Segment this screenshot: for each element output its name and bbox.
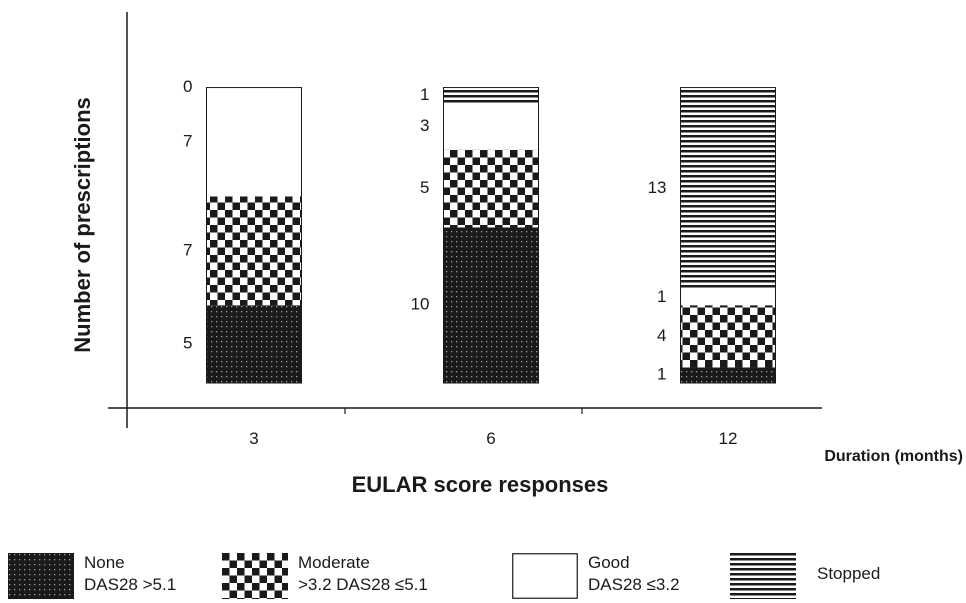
x-tick-label-6: 6 — [486, 429, 495, 448]
x-axis-title: EULAR score responses — [352, 472, 609, 497]
bar-segment-moderate-6 — [443, 149, 539, 228]
bar-segment-moderate-3 — [206, 196, 302, 306]
x-axis-duration-note: Duration (months) — [824, 448, 963, 465]
value-label-moderate-12: 4 — [657, 326, 666, 345]
bar-segment-moderate-12 — [680, 305, 776, 368]
value-label-stopped-6: 1 — [420, 85, 429, 104]
value-label-none-12: 1 — [657, 365, 666, 384]
legend-label-good: Good — [588, 553, 630, 572]
bar-segment-good-12 — [680, 289, 776, 306]
legend-swatch-checker — [222, 553, 288, 599]
legend-item-stopped: Stopped — [730, 552, 930, 602]
value-label-good-12: 1 — [657, 287, 666, 306]
legend-sublabel-none: DAS28 >5.1 — [84, 575, 177, 594]
value-label-none-3: 5 — [183, 334, 192, 353]
legend-swatch-white — [512, 553, 578, 599]
bar-outline-3 — [206, 87, 302, 384]
legend-label-none: None — [84, 553, 125, 572]
legend-item-good: Good DAS28 ≤3.2 — [512, 552, 712, 602]
bar-outline-12 — [680, 87, 776, 384]
value-label-stopped-12: 13 — [648, 178, 667, 197]
bar-segment-none-6 — [443, 227, 539, 383]
value-label-good-6: 3 — [420, 116, 429, 135]
x-tick-label-3: 3 — [249, 429, 258, 448]
bar-segment-good-3 — [206, 87, 302, 197]
legend-label-stopped: Stopped — [817, 564, 881, 583]
value-label-none-6: 10 — [411, 295, 430, 314]
value-label-good-3: 7 — [183, 131, 192, 150]
legend-sublabel-moderate: >3.2 DAS28 ≤5.1 — [298, 575, 428, 594]
value-label-stopped-3: 0 — [183, 77, 192, 96]
legend-swatch-stripes — [730, 553, 796, 599]
legend-item-none: None DAS28 >5.1 — [8, 552, 208, 602]
legend-swatch-dots — [8, 553, 74, 599]
bar-segment-good-6 — [443, 103, 539, 150]
bar-segment-none-12 — [680, 367, 776, 383]
bar-segment-none-3 — [206, 305, 302, 383]
legend-item-moderate: Moderate >3.2 DAS28 ≤5.1 — [222, 552, 452, 602]
value-label-moderate-6: 5 — [420, 178, 429, 197]
legend-sublabel-good: DAS28 ≤3.2 — [588, 575, 680, 594]
bar-outline-6 — [443, 87, 539, 384]
legend-label-moderate: Moderate — [298, 553, 370, 572]
value-label-moderate-3: 7 — [183, 240, 192, 259]
bar-segment-stopped-6 — [443, 87, 539, 104]
x-tick-label-12: 12 — [719, 429, 738, 448]
bar-segment-stopped-12 — [680, 87, 776, 290]
legend: None DAS28 >5.1 Moderate >3.2 DAS28 ≤5.1… — [0, 552, 966, 602]
y-axis-title: Number of prescriptions — [70, 97, 95, 352]
